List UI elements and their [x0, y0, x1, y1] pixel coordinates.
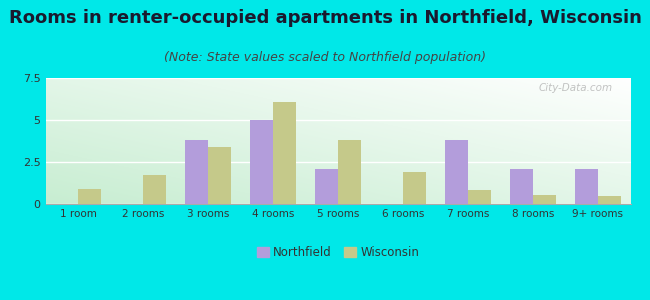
- Bar: [315, 169, 338, 204]
- Bar: [468, 190, 491, 204]
- Bar: [185, 140, 208, 204]
- Bar: [78, 189, 101, 204]
- Bar: [533, 195, 556, 204]
- Bar: [250, 120, 273, 204]
- Bar: [598, 196, 621, 204]
- Bar: [338, 140, 361, 204]
- Text: City-Data.com: City-Data.com: [539, 83, 613, 93]
- Bar: [510, 169, 533, 204]
- Bar: [403, 172, 426, 204]
- Text: (Note: State values scaled to Northfield population): (Note: State values scaled to Northfield…: [164, 51, 486, 64]
- Bar: [143, 176, 166, 204]
- Text: Rooms in renter-occupied apartments in Northfield, Wisconsin: Rooms in renter-occupied apartments in N…: [8, 9, 642, 27]
- Legend: Northfield, Wisconsin: Northfield, Wisconsin: [252, 241, 424, 264]
- Bar: [575, 169, 598, 204]
- Bar: [445, 140, 468, 204]
- Bar: [273, 101, 296, 204]
- Bar: [208, 147, 231, 204]
